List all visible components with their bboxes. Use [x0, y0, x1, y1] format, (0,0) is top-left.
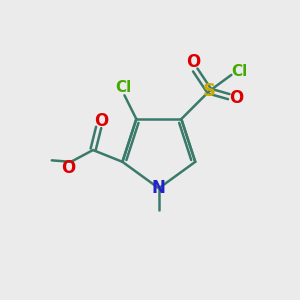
Text: O: O — [94, 112, 108, 130]
Text: S: S — [203, 82, 216, 100]
Text: O: O — [61, 159, 76, 177]
Text: Cl: Cl — [232, 64, 248, 80]
Text: Cl: Cl — [115, 80, 131, 95]
Text: N: N — [152, 179, 166, 197]
Text: O: O — [229, 89, 244, 107]
Text: O: O — [186, 53, 200, 71]
